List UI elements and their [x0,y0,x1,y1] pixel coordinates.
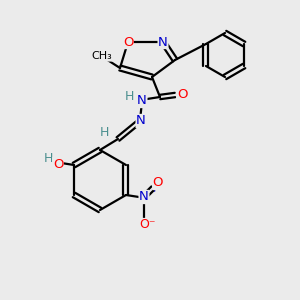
Text: H: H [43,152,53,164]
Text: N: N [139,190,149,203]
Text: N: N [158,35,168,49]
Text: O: O [177,88,187,101]
Text: +: + [150,185,158,194]
Text: H: H [124,89,134,103]
Text: O: O [53,158,63,170]
Text: O: O [153,176,163,190]
Text: H: H [99,127,109,140]
Text: N: N [136,115,146,128]
Text: N: N [137,94,147,107]
Text: CH₃: CH₃ [92,51,112,61]
Text: O: O [123,35,133,49]
Text: O⁻: O⁻ [140,218,156,232]
